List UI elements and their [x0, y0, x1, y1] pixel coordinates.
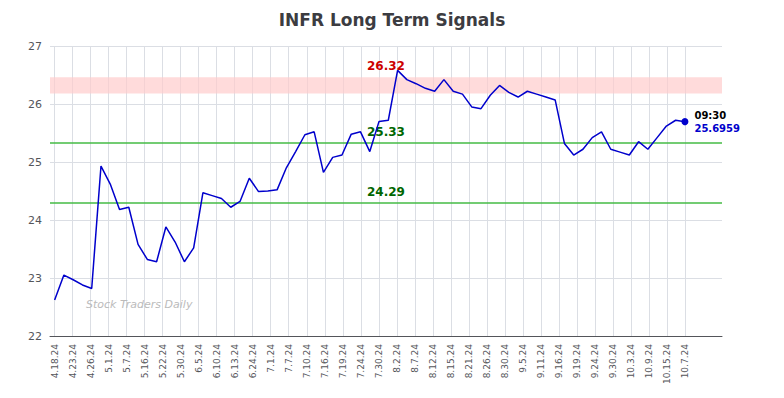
svg-text:7.1.24: 7.1.24: [266, 344, 276, 373]
svg-text:22: 22: [28, 330, 42, 343]
svg-text:25.6959: 25.6959: [694, 123, 740, 134]
svg-text:09:30: 09:30: [694, 110, 726, 121]
svg-text:5.7.24: 5.7.24: [122, 344, 132, 373]
svg-text:Stock Traders Daily: Stock Traders Daily: [86, 298, 193, 311]
svg-text:27: 27: [28, 40, 42, 53]
svg-text:24.29: 24.29: [367, 185, 405, 199]
svg-text:7.16.24: 7.16.24: [320, 344, 330, 379]
svg-text:5.1.24: 5.1.24: [104, 344, 114, 373]
svg-text:8.7.24: 8.7.24: [410, 344, 420, 373]
svg-text:8.21.24: 8.21.24: [464, 344, 474, 379]
svg-text:10.9.24: 10.9.24: [644, 344, 654, 379]
svg-text:8.12.24: 8.12.24: [428, 344, 438, 379]
svg-text:23: 23: [28, 272, 42, 285]
svg-text:25.33: 25.33: [367, 125, 405, 139]
svg-text:8.15.24: 8.15.24: [446, 344, 456, 379]
svg-text:7.24.24: 7.24.24: [356, 344, 366, 379]
svg-text:24: 24: [28, 214, 42, 227]
svg-text:7.10.24: 7.10.24: [302, 344, 312, 379]
svg-text:4.26.24: 4.26.24: [86, 344, 96, 379]
svg-text:7.30.24: 7.30.24: [374, 344, 384, 379]
svg-text:25: 25: [28, 156, 42, 169]
svg-text:9.30.24: 9.30.24: [608, 344, 618, 379]
svg-text:10.3.24: 10.3.24: [626, 344, 636, 379]
svg-text:5.16.24: 5.16.24: [140, 344, 150, 379]
svg-text:INFR Long Term Signals: INFR Long Term Signals: [279, 10, 506, 30]
svg-text:26: 26: [28, 98, 42, 111]
svg-text:6.24.24: 6.24.24: [248, 344, 258, 379]
svg-text:9.16.24: 9.16.24: [554, 344, 564, 379]
svg-text:7.19.24: 7.19.24: [338, 344, 348, 379]
svg-text:5.22.24: 5.22.24: [158, 344, 168, 379]
svg-text:5.30.24: 5.30.24: [176, 344, 186, 379]
svg-text:9.24.24: 9.24.24: [590, 344, 600, 379]
svg-text:9.11.24: 9.11.24: [536, 344, 546, 379]
svg-text:9.5.24: 9.5.24: [518, 344, 528, 373]
svg-text:6.13.24: 6.13.24: [230, 344, 240, 379]
svg-text:8.26.24: 8.26.24: [482, 344, 492, 379]
svg-text:10.7.24: 10.7.24: [680, 344, 690, 379]
svg-text:10.15.24: 10.15.24: [662, 344, 672, 384]
svg-text:4.18.24: 4.18.24: [50, 344, 60, 379]
svg-text:6.5.24: 6.5.24: [194, 344, 204, 373]
svg-text:6.10.24: 6.10.24: [212, 344, 222, 379]
svg-text:7.7.24: 7.7.24: [284, 344, 294, 373]
svg-text:8.30.24: 8.30.24: [500, 344, 510, 379]
svg-text:8.2.24: 8.2.24: [392, 344, 402, 373]
svg-text:9.19.24: 9.19.24: [572, 344, 582, 379]
svg-text:26.32: 26.32: [367, 59, 405, 74]
svg-text:4.23.24: 4.23.24: [68, 344, 78, 379]
